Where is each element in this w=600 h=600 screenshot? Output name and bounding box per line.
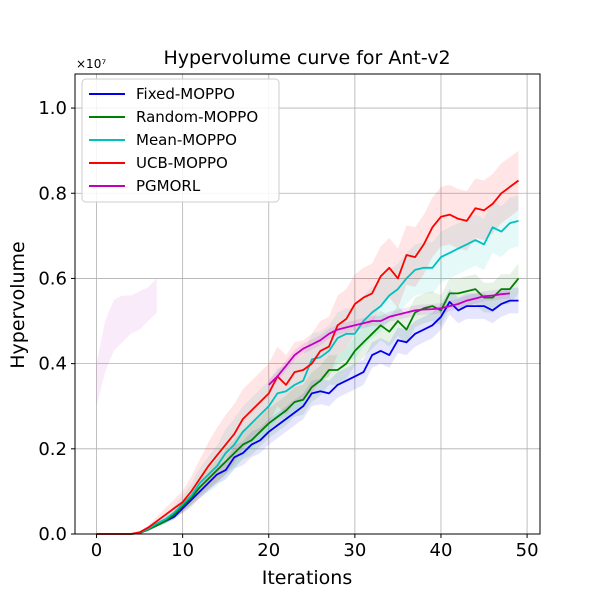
axes-frame (74, 73, 541, 535)
y-tick-label: 0.8 (38, 183, 67, 204)
y-tick-label: 0.4 (38, 354, 67, 375)
legend: Fixed-MOPPO Random-MOPPO Mean-MOPPO UCB-MOP… (81, 78, 280, 203)
y-axis-label: Hypervolume (7, 241, 29, 368)
legend-label-mean-moppo: Mean-MOPPO (136, 131, 237, 149)
y-tick-label: 1.0 (38, 98, 67, 119)
axis-ticks: 0 10 20 30 40 50 0.0 0.2 0.4 0.6 0.8 1.0 (38, 98, 538, 561)
y-tick-label: 0.0 (38, 524, 67, 545)
x-tick-label: 10 (171, 540, 194, 561)
x-tick-label: 40 (430, 540, 453, 561)
legend-label-ucb-moppo: UCB-MOPPO (136, 154, 228, 172)
x-tick-label: 20 (257, 540, 280, 561)
y-tick-label: 0.2 (38, 439, 67, 460)
x-tick-label: 50 (516, 540, 539, 561)
legend-label-fixed-moppo: Fixed-MOPPO (136, 85, 235, 103)
legend-label-random-moppo: Random-MOPPO (136, 108, 258, 126)
legend-label-pgmorl: PGMORL (136, 177, 201, 195)
x-tick-label: 0 (91, 540, 102, 561)
legend-box (81, 78, 280, 203)
fixed-moppo-band (96, 287, 519, 534)
mean-moppo-band (96, 195, 519, 534)
y-tick-label: 0.6 (38, 268, 67, 289)
mean-moppo-line (96, 220, 519, 535)
pgmorl-line (268, 292, 510, 386)
ucb-moppo-band (96, 150, 519, 534)
y-offset-label: ×10⁷ (76, 57, 106, 71)
confidence-bands (96, 150, 519, 534)
x-tick-label: 30 (343, 540, 366, 561)
ucb-moppo-line (96, 179, 520, 535)
series-lines (96, 179, 520, 535)
variance-band (96, 278, 157, 407)
x-axis-label: Iterations (262, 567, 353, 589)
chart-title: Hypervolume curve for Ant-v2 (163, 47, 450, 69)
random-moppo-line (96, 277, 520, 535)
fixed-moppo-line (96, 299, 519, 535)
